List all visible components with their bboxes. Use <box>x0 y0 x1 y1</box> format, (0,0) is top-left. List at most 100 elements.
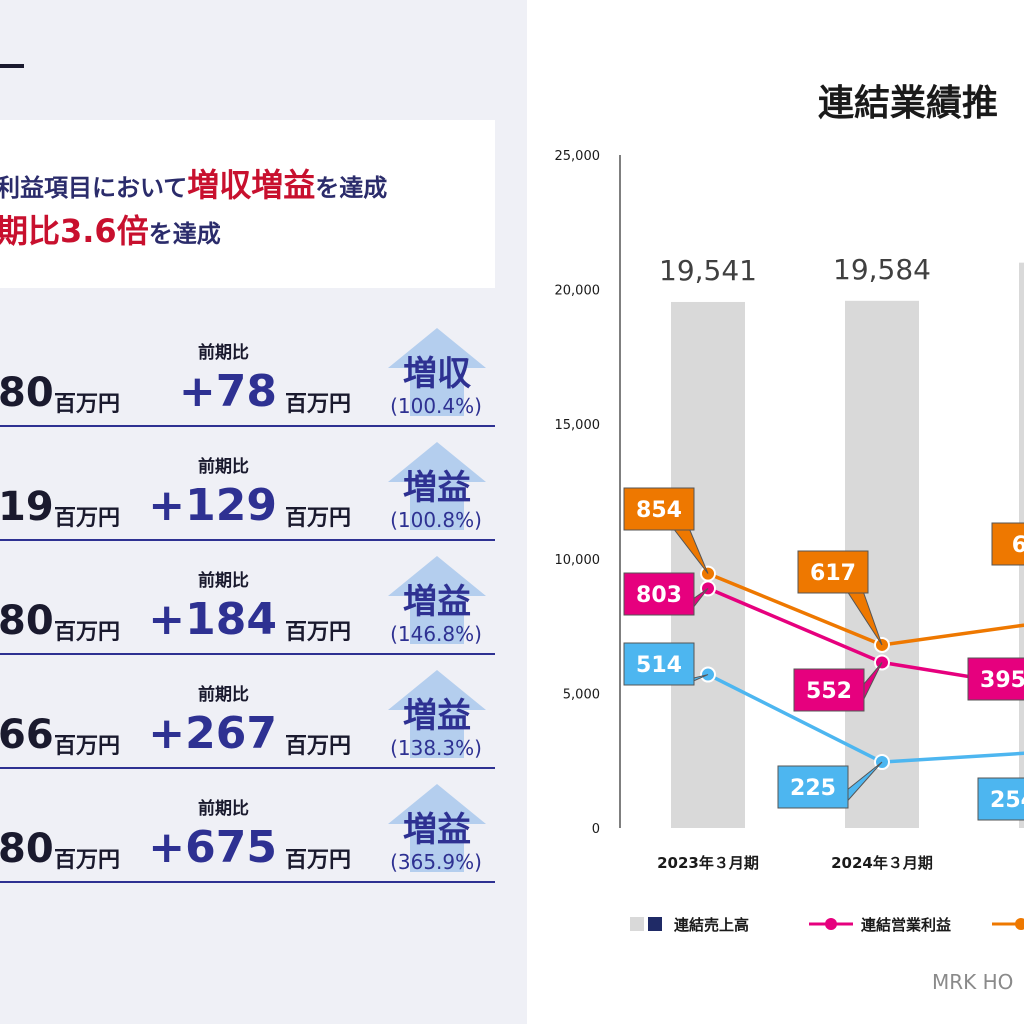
y-tick-label: 5,000 <box>563 687 600 702</box>
legend-marker-series-2 <box>1015 918 1024 930</box>
delta-value: +184 <box>148 594 277 645</box>
up-arrow-icon <box>388 328 486 416</box>
trend-badge: 増益 <box>403 696 471 736</box>
delta-value: +267 <box>148 708 277 759</box>
comparison-label: 前期比 <box>198 571 249 591</box>
y-tick-label: 15,000 <box>555 418 601 433</box>
metric-unit: 百万円 <box>54 848 121 873</box>
revenue-bar <box>671 301 745 828</box>
summary-highlight-1: 増収増益 <box>187 166 316 204</box>
delta-unit: 百万円 <box>285 620 352 645</box>
delta-value: +675 <box>148 822 277 873</box>
chart-title: 連結業績推 <box>818 83 999 124</box>
title-dash <box>0 64 24 68</box>
revenue-bar-label: 19,584 <box>833 253 931 286</box>
callout-label: 514 <box>636 653 682 678</box>
callout-label: 225 <box>790 776 836 801</box>
row-underline <box>0 539 495 541</box>
callout-label: 552 <box>806 679 852 704</box>
series-line <box>707 571 1024 647</box>
callout-label: 854 <box>636 498 682 523</box>
metric-unit: 百万円 <box>54 506 121 531</box>
legend-label-revenue: 連結売上高 <box>674 916 749 934</box>
callout-box <box>623 487 695 531</box>
summary-box: 利益項目において増収増益を達成 期比3.6倍を達成 <box>0 120 495 288</box>
legend-marker-operating <box>825 918 837 930</box>
metric-unit: 百万円 <box>54 620 121 645</box>
yoy-percent: (138.3%) <box>390 736 482 760</box>
yoy-percent: (365.9%) <box>390 850 482 874</box>
callout-label: 69 <box>1012 533 1024 558</box>
footer-company: MRK HO <box>932 970 1014 994</box>
left-panel: 利益項目において増収増益を達成 期比3.6倍を達成 80 百万円 前期比 +78 百万円… <box>0 0 527 1024</box>
delta-value: +78 <box>178 366 277 417</box>
metric-row: 80 百万円 前期比 +675 百万円 増益 (365.9%) <box>0 780 495 892</box>
y-tick-label: 20,000 <box>555 284 601 299</box>
callout-box <box>793 668 865 712</box>
metric-unit: 百万円 <box>54 734 121 759</box>
row-underline <box>0 767 495 769</box>
callout-label: 617 <box>810 561 856 586</box>
callout-box <box>967 657 1024 701</box>
delta-unit: 百万円 <box>285 734 352 759</box>
trend-badge: 増益 <box>403 468 471 508</box>
callout-box <box>623 572 695 616</box>
comparison-label: 前期比 <box>198 457 249 477</box>
summary-line-2-suffix: を達成 <box>148 220 221 248</box>
comparison-label: 前期比 <box>198 799 249 819</box>
up-arrow-icon <box>388 670 486 758</box>
metric-value: 19 <box>0 484 54 530</box>
callout-label: 803 <box>636 583 682 608</box>
legend-swatch-bar-light <box>630 917 644 931</box>
trend-badge: 増益 <box>403 810 471 850</box>
callout-box <box>991 522 1024 566</box>
row-underline <box>0 653 495 655</box>
summary-highlight-2: 期比3.6倍 <box>0 212 149 250</box>
y-tick-label: 0 <box>592 822 600 837</box>
y-tick-label: 25,000 <box>555 149 601 164</box>
metric-row: 80 百万円 前期比 +78 百万円 増収 (100.4%) <box>0 324 495 436</box>
row-underline <box>0 425 495 427</box>
row-underline <box>0 881 495 883</box>
yoy-percent: (100.8%) <box>390 508 482 532</box>
x-category-label: 2023年３月期 <box>657 854 759 872</box>
x-category-label: 2024年３月期 <box>831 854 933 872</box>
up-arrow-icon <box>388 784 486 872</box>
callout-box <box>797 550 869 594</box>
yoy-percent: (146.8%) <box>390 622 482 646</box>
metric-value: 80 <box>0 370 54 416</box>
callout-box <box>977 777 1024 821</box>
summary-line-2: 期比3.6倍を達成 <box>0 206 221 252</box>
legend-swatch-bar-dark <box>648 917 662 931</box>
metric-row: 80 百万円 前期比 +184 百万円 増益 (146.8%) <box>0 552 495 664</box>
delta-unit: 百万円 <box>285 506 352 531</box>
comparison-label: 前期比 <box>198 343 249 363</box>
metric-value: 80 <box>0 826 54 872</box>
up-arrow-icon <box>388 556 486 644</box>
metric-value: 80 <box>0 598 54 644</box>
delta-unit: 百万円 <box>285 392 352 417</box>
legend-label-operating: 連結営業利益 <box>861 916 951 934</box>
summary-line-1-suffix: を達成 <box>315 174 388 202</box>
metric-unit: 百万円 <box>54 392 121 417</box>
summary-line-1-prefix: 利益項目において <box>0 174 188 202</box>
up-arrow-icon <box>388 442 486 530</box>
delta-unit: 百万円 <box>285 848 352 873</box>
metric-row: 66 百万円 前期比 +267 百万円 増益 (138.3%) <box>0 666 495 778</box>
metric-row: 19 百万円 前期比 +129 百万円 増益 (100.8%) <box>0 438 495 550</box>
trend-badge: 増益 <box>403 582 471 622</box>
comparison-label: 前期比 <box>198 685 249 705</box>
callout-box <box>777 765 849 809</box>
chart: 0 5,000 10,000 15,000 20,000 25,000 19,541 19,5… <box>555 149 1024 934</box>
metric-value: 66 <box>0 712 54 758</box>
revenue-bar-label: 19,541 <box>659 254 757 287</box>
yoy-percent: (100.4%) <box>390 394 482 418</box>
delta-value: +129 <box>148 480 277 531</box>
callout-label: 254 <box>990 788 1024 813</box>
summary-line-1: 利益項目において増収増益を達成 <box>0 160 387 206</box>
callout-box <box>623 642 695 686</box>
callout-label: 395 <box>980 668 1024 693</box>
trend-badge: 増収 <box>403 354 471 394</box>
y-tick-label: 10,000 <box>555 553 601 568</box>
series-line <box>707 672 1024 764</box>
